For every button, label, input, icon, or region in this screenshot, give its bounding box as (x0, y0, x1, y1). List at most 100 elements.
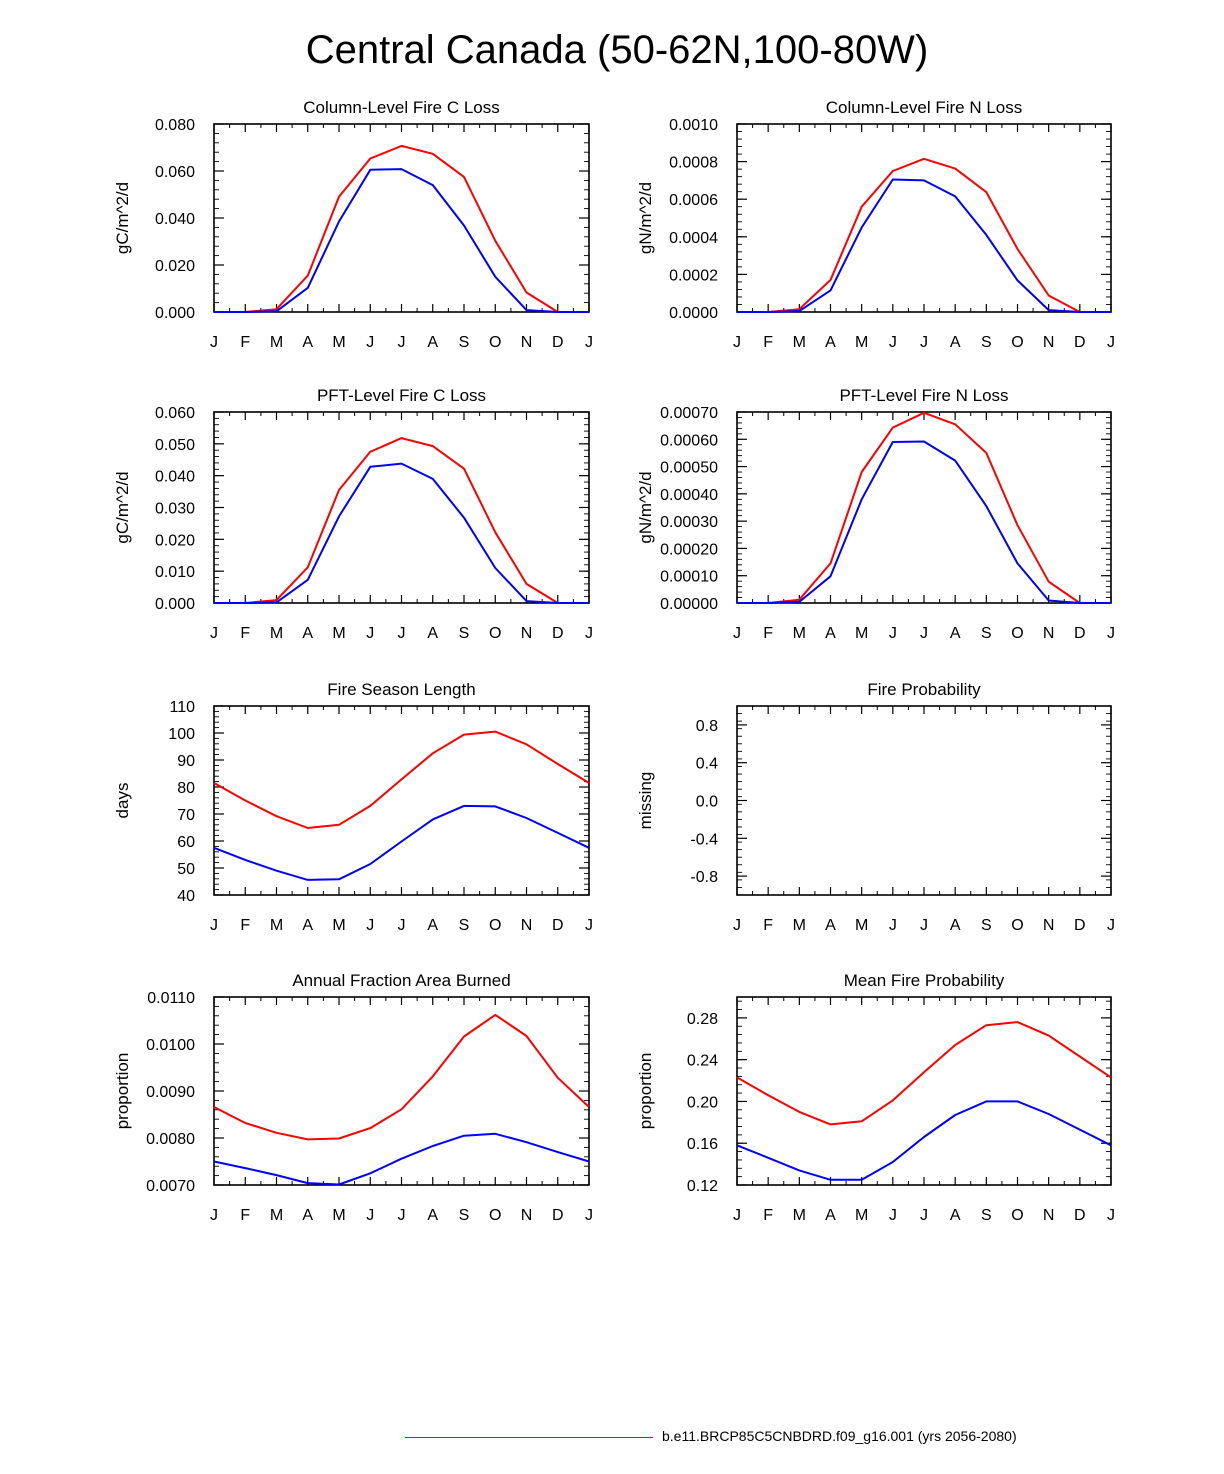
x-tick-label: M (332, 917, 345, 934)
x-tick-label: O (1011, 1207, 1023, 1224)
x-tick-label: A (302, 625, 313, 642)
y-tick-label: 110 (169, 699, 195, 716)
x-tick-label: J (889, 917, 897, 934)
chart-panel: J F M A M J J A S O N D J -0.8 -0.4 0.0 0.4 0.8 Fire Proba… (636, 680, 1115, 934)
y-tick-label: 0.040 (155, 469, 195, 486)
plot-frame (213, 411, 590, 604)
x-tick-label: A (302, 1207, 313, 1224)
y-tick-label: 80 (177, 780, 195, 797)
y-tick-label: 70 (177, 807, 195, 824)
x-tick-label: J (585, 917, 593, 934)
x-tick-label: D (1074, 625, 1086, 642)
x-tick-label: J (733, 1207, 741, 1224)
plot-frame (736, 996, 1112, 1186)
x-tick-label: F (240, 334, 250, 351)
plot-frame (213, 123, 590, 313)
x-tick-label: S (459, 917, 470, 934)
x-tick-label: J (398, 1207, 406, 1224)
x-tick-label: J (920, 1207, 928, 1224)
y-tick-label: 0.0090 (146, 1084, 195, 1101)
x-tick-label: J (1107, 625, 1115, 642)
y-tick-label: 0.0008 (669, 155, 718, 172)
chart-title: Fire Probability (867, 680, 981, 699)
y-tick-label: 40 (177, 888, 195, 905)
y-tick-label: 0.030 (155, 501, 195, 518)
x-tick-label: N (1043, 625, 1055, 642)
x-tick-label: S (981, 334, 992, 351)
y-tick-label: 0.00010 (660, 569, 718, 586)
y-tick-label: 50 (177, 861, 195, 878)
y-tick-label: 0.000 (155, 596, 195, 613)
x-tick-label: J (733, 625, 741, 642)
x-tick-label: S (981, 625, 992, 642)
chart-title: Column-Level Fire C Loss (303, 98, 500, 117)
x-tick-label: O (1011, 625, 1023, 642)
y-tick-label: 0.000 (155, 305, 195, 322)
y-tick-label: 0.0000 (669, 305, 718, 322)
x-tick-label: A (302, 917, 313, 934)
series-line (213, 730, 590, 829)
y-tick-label: 0.16 (687, 1136, 718, 1153)
x-tick-label: J (920, 917, 928, 934)
series-line (737, 411, 1111, 604)
y-tick-label: 0.8 (696, 718, 718, 735)
chart-panel: J F M A M J J A S O N D J 0.00000 0.00010 0.00020 0.0003… (636, 386, 1115, 642)
x-tick-label: D (552, 334, 564, 351)
x-tick-label: D (552, 1207, 564, 1224)
x-tick-label: F (240, 1207, 250, 1224)
y-axis-label: gC/m^2/d (113, 471, 132, 543)
x-tick-label: M (793, 625, 806, 642)
chart-title: Fire Season Length (327, 680, 475, 699)
x-tick-label: A (950, 625, 961, 642)
x-tick-label: J (398, 917, 406, 934)
x-tick-label: J (366, 625, 374, 642)
chart-title: PFT-Level Fire N Loss (839, 386, 1008, 405)
x-tick-label: A (825, 625, 836, 642)
x-tick-label: N (521, 917, 533, 934)
x-tick-label: D (552, 625, 564, 642)
series-line (214, 462, 589, 604)
y-tick-label: 90 (177, 753, 195, 770)
x-tick-label: M (270, 625, 283, 642)
x-tick-label: A (825, 1207, 836, 1224)
plot-frame (736, 123, 1112, 313)
y-axis-label: gN/m^2/d (636, 182, 655, 254)
y-tick-label: 0.00070 (660, 405, 718, 422)
y-tick-label: 0.060 (155, 405, 195, 422)
x-tick-label: J (920, 625, 928, 642)
y-axis-label: missing (636, 772, 655, 830)
y-tick-label: 100 (168, 726, 195, 743)
x-tick-label: J (366, 917, 374, 934)
y-tick-label: -0.8 (690, 869, 718, 886)
x-tick-label: J (1107, 917, 1115, 934)
x-tick-label: M (855, 917, 868, 934)
x-tick-label: O (489, 625, 501, 642)
x-tick-label: J (210, 625, 218, 642)
x-tick-label: J (585, 1207, 593, 1224)
x-tick-label: A (825, 334, 836, 351)
chart-panel: J F M A M J J A S O N D J 40 50 60 70 80 90 100 110 Fire Seas… (113, 680, 593, 934)
x-tick-label: M (270, 917, 283, 934)
y-tick-label: 0.0070 (146, 1178, 195, 1195)
y-tick-label: 0.0 (696, 794, 718, 811)
series-line (214, 168, 589, 313)
y-axis-label: gN/m^2/d (636, 471, 655, 543)
x-tick-label: M (332, 334, 345, 351)
y-tick-label: 0.24 (687, 1053, 718, 1070)
x-tick-label: O (1011, 917, 1023, 934)
x-tick-label: M (332, 1207, 345, 1224)
y-tick-label: -0.4 (690, 831, 718, 848)
x-tick-label: J (210, 1207, 218, 1224)
series-line (737, 178, 1111, 313)
y-tick-label: 0.00000 (660, 596, 718, 613)
chart-panel: J F M A M J J A S O N D J 0.000 0.020 0.040 0.060 0.080 Co… (113, 98, 593, 351)
y-tick-label: 0.0080 (146, 1131, 195, 1148)
x-tick-label: F (763, 917, 773, 934)
plot-frame (213, 996, 590, 1186)
x-tick-label: F (763, 1207, 773, 1224)
x-tick-label: D (552, 917, 564, 934)
chart-title: PFT-Level Fire C Loss (317, 386, 486, 405)
x-tick-label: J (733, 917, 741, 934)
x-tick-label: N (1043, 917, 1055, 934)
